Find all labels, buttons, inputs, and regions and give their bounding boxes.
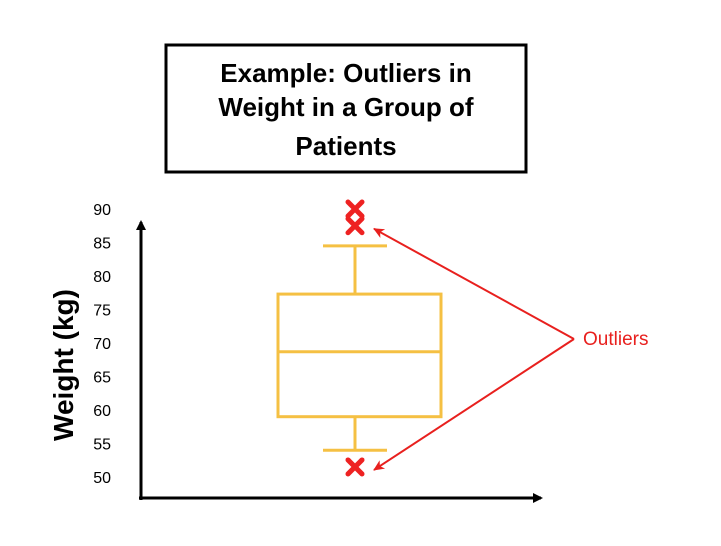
outlier-marker <box>345 216 365 236</box>
chart-title-line-1: Example: Outliers in <box>220 58 471 88</box>
y-tick-label: 70 <box>93 336 111 353</box>
y-tick-label: 85 <box>93 236 111 253</box>
y-tick-label: 50 <box>93 470 111 487</box>
y-tick-label: 75 <box>93 303 111 320</box>
y-axis-label: Weight (kg) <box>48 289 79 441</box>
chart-title-line-2: Weight in a Group of <box>218 92 474 122</box>
outlier-marker <box>345 199 365 219</box>
chart-title-box: Example: Outliers in Weight in a Group o… <box>164 43 528 174</box>
annotation-arrow <box>373 227 575 340</box>
annotation-arrow <box>373 338 575 471</box>
y-tick-label: 65 <box>93 370 111 387</box>
interquartile-box <box>276 292 443 419</box>
outlier-marker <box>345 457 365 477</box>
y-tick-labels: 90 85 80 75 70 65 60 55 50 <box>93 202 111 487</box>
chart-title-line-3: Patients <box>295 131 396 161</box>
annotation-label: Outliers <box>583 329 648 350</box>
title-frame <box>164 43 528 174</box>
y-tick-label: 90 <box>93 202 111 219</box>
y-tick-label: 60 <box>93 403 111 420</box>
y-tick-label: 80 <box>93 269 111 286</box>
y-tick-label: 55 <box>93 437 111 454</box>
outlier-markers <box>345 199 365 477</box>
box-plot <box>276 244 443 452</box>
outlier-annotation: Outliers <box>373 227 648 471</box>
